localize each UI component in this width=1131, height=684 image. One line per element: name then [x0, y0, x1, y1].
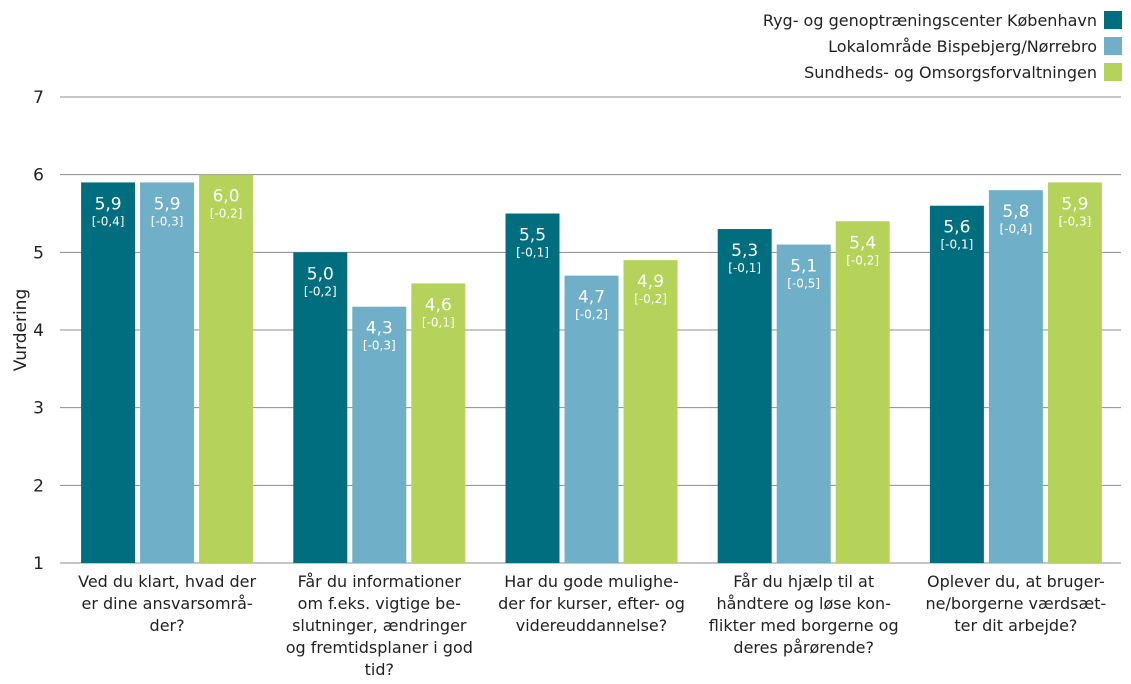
x-category-label: videreuddannelse? — [516, 616, 667, 635]
value-labels: 5,9[-0,4]5,9[-0,3]6,0[-0,2]5,0[-0,2]4,3[… — [92, 187, 1092, 353]
bar-value-label: 4,7 — [578, 288, 605, 308]
bar-value-label: 5,3 — [731, 241, 758, 261]
bar-interval-label: [-0,3] — [363, 339, 396, 353]
bar-value-label: 5,5 — [519, 226, 546, 246]
bar-interval-label: [-0,1] — [516, 246, 549, 260]
bar — [564, 275, 619, 563]
bar — [1047, 182, 1102, 563]
bar-interval-label: [-0,2] — [846, 253, 879, 267]
y-axis-label: Vurdering — [11, 289, 31, 371]
x-category-label: og fremtidsplaner i god — [286, 638, 473, 657]
bar — [988, 190, 1043, 563]
legend-label: Sundheds- og Omsorgsforvaltningen — [804, 63, 1097, 82]
x-category-label: der? — [150, 616, 185, 635]
legend-label: Lokalområde Bispebjerg/Nørrebro — [828, 37, 1097, 56]
y-tick-label: 4 — [33, 321, 44, 341]
bar — [835, 221, 890, 563]
bar-value-label: 5,0 — [307, 264, 334, 284]
x-category-label: Ved du klart, hvad der — [78, 572, 256, 591]
x-category-label: er dine ansvarsområ- — [82, 594, 253, 613]
x-axis-categories: Ved du klart, hvad der er dine ansvarsomr… — [78, 572, 1106, 679]
bar-value-label: 6,0 — [213, 187, 240, 207]
bar-value-label: 4,3 — [366, 319, 393, 339]
bar-interval-label: [-0,2] — [210, 207, 243, 221]
y-tick-label: 6 — [33, 166, 44, 186]
x-category-label: om f.eks. vigtige be- — [298, 594, 461, 613]
x-category-label: ter dit arbejde? — [954, 616, 1077, 635]
x-category-label: slutninger, ændringer — [292, 616, 467, 635]
bar — [199, 174, 254, 563]
bar-interval-label: [-0,2] — [575, 308, 608, 322]
bar-interval-label: [-0,4] — [92, 214, 125, 228]
bar-value-label: 5,9 — [95, 194, 122, 214]
bar-interval-label: [-0,2] — [634, 292, 667, 306]
x-category-label: deres pårørende? — [733, 638, 874, 657]
bar-value-label: 4,9 — [637, 272, 664, 292]
y-tick-label: 5 — [33, 243, 44, 263]
x-category-label: Får du informationer — [298, 572, 462, 591]
bar — [140, 182, 195, 563]
bar — [411, 283, 466, 563]
bar — [505, 213, 560, 563]
y-axis-ticks: 1 2 3 4 5 6 7 — [33, 88, 44, 574]
y-tick-label: 1 — [33, 554, 44, 574]
legend-swatch — [1104, 63, 1122, 81]
bar — [717, 229, 772, 564]
bar-interval-label: [-0,5] — [787, 277, 820, 291]
bar-value-label: 5,8 — [1002, 202, 1029, 222]
bar — [293, 252, 348, 564]
y-tick-label: 2 — [33, 476, 44, 496]
bar — [776, 244, 831, 564]
bar — [81, 182, 136, 563]
legend: Ryg- og genoptræningscenter København Lok… — [763, 11, 1122, 82]
y-tick-label: 3 — [33, 399, 44, 419]
x-category-label: Får du hjælp til at — [733, 572, 874, 591]
bar-interval-label: [-0,1] — [422, 315, 455, 329]
bar — [623, 260, 678, 563]
x-category-label: Oplever du, at bruger- — [927, 572, 1105, 591]
bar-interval-label: [-0,3] — [1059, 214, 1092, 228]
bar-value-label: 5,4 — [849, 233, 876, 253]
bar-interval-label: [-0,1] — [941, 238, 974, 252]
legend-swatch — [1104, 37, 1122, 55]
bar-value-label: 4,6 — [425, 295, 452, 315]
bar-interval-label: [-0,3] — [151, 214, 184, 228]
x-category-label: der for kurser, efter- og — [498, 594, 685, 613]
x-category-label: tid? — [365, 660, 394, 679]
legend-swatch — [1104, 11, 1122, 29]
bar-interval-label: [-0,1] — [728, 261, 761, 275]
bars — [81, 174, 1102, 564]
bar — [929, 205, 984, 563]
bar — [352, 306, 407, 563]
x-category-label: håndtere og løse kon- — [716, 594, 890, 613]
bar-value-label: 5,6 — [943, 218, 970, 238]
bar-interval-label: [-0,2] — [304, 284, 337, 298]
bar-value-label: 5,9 — [154, 194, 181, 214]
bar-interval-label: [-0,4] — [1000, 222, 1033, 236]
legend-label: Ryg- og genoptræningscenter København — [763, 11, 1097, 30]
x-category-label: ne/borgerne værdsæt- — [926, 594, 1107, 613]
bar-value-label: 5,1 — [790, 257, 817, 277]
x-category-label: flikter med borgerne og — [709, 616, 899, 635]
x-category-label: Har du gode mulighe- — [504, 572, 678, 591]
y-tick-label: 7 — [33, 88, 44, 108]
bar-value-label: 5,9 — [1061, 194, 1088, 214]
